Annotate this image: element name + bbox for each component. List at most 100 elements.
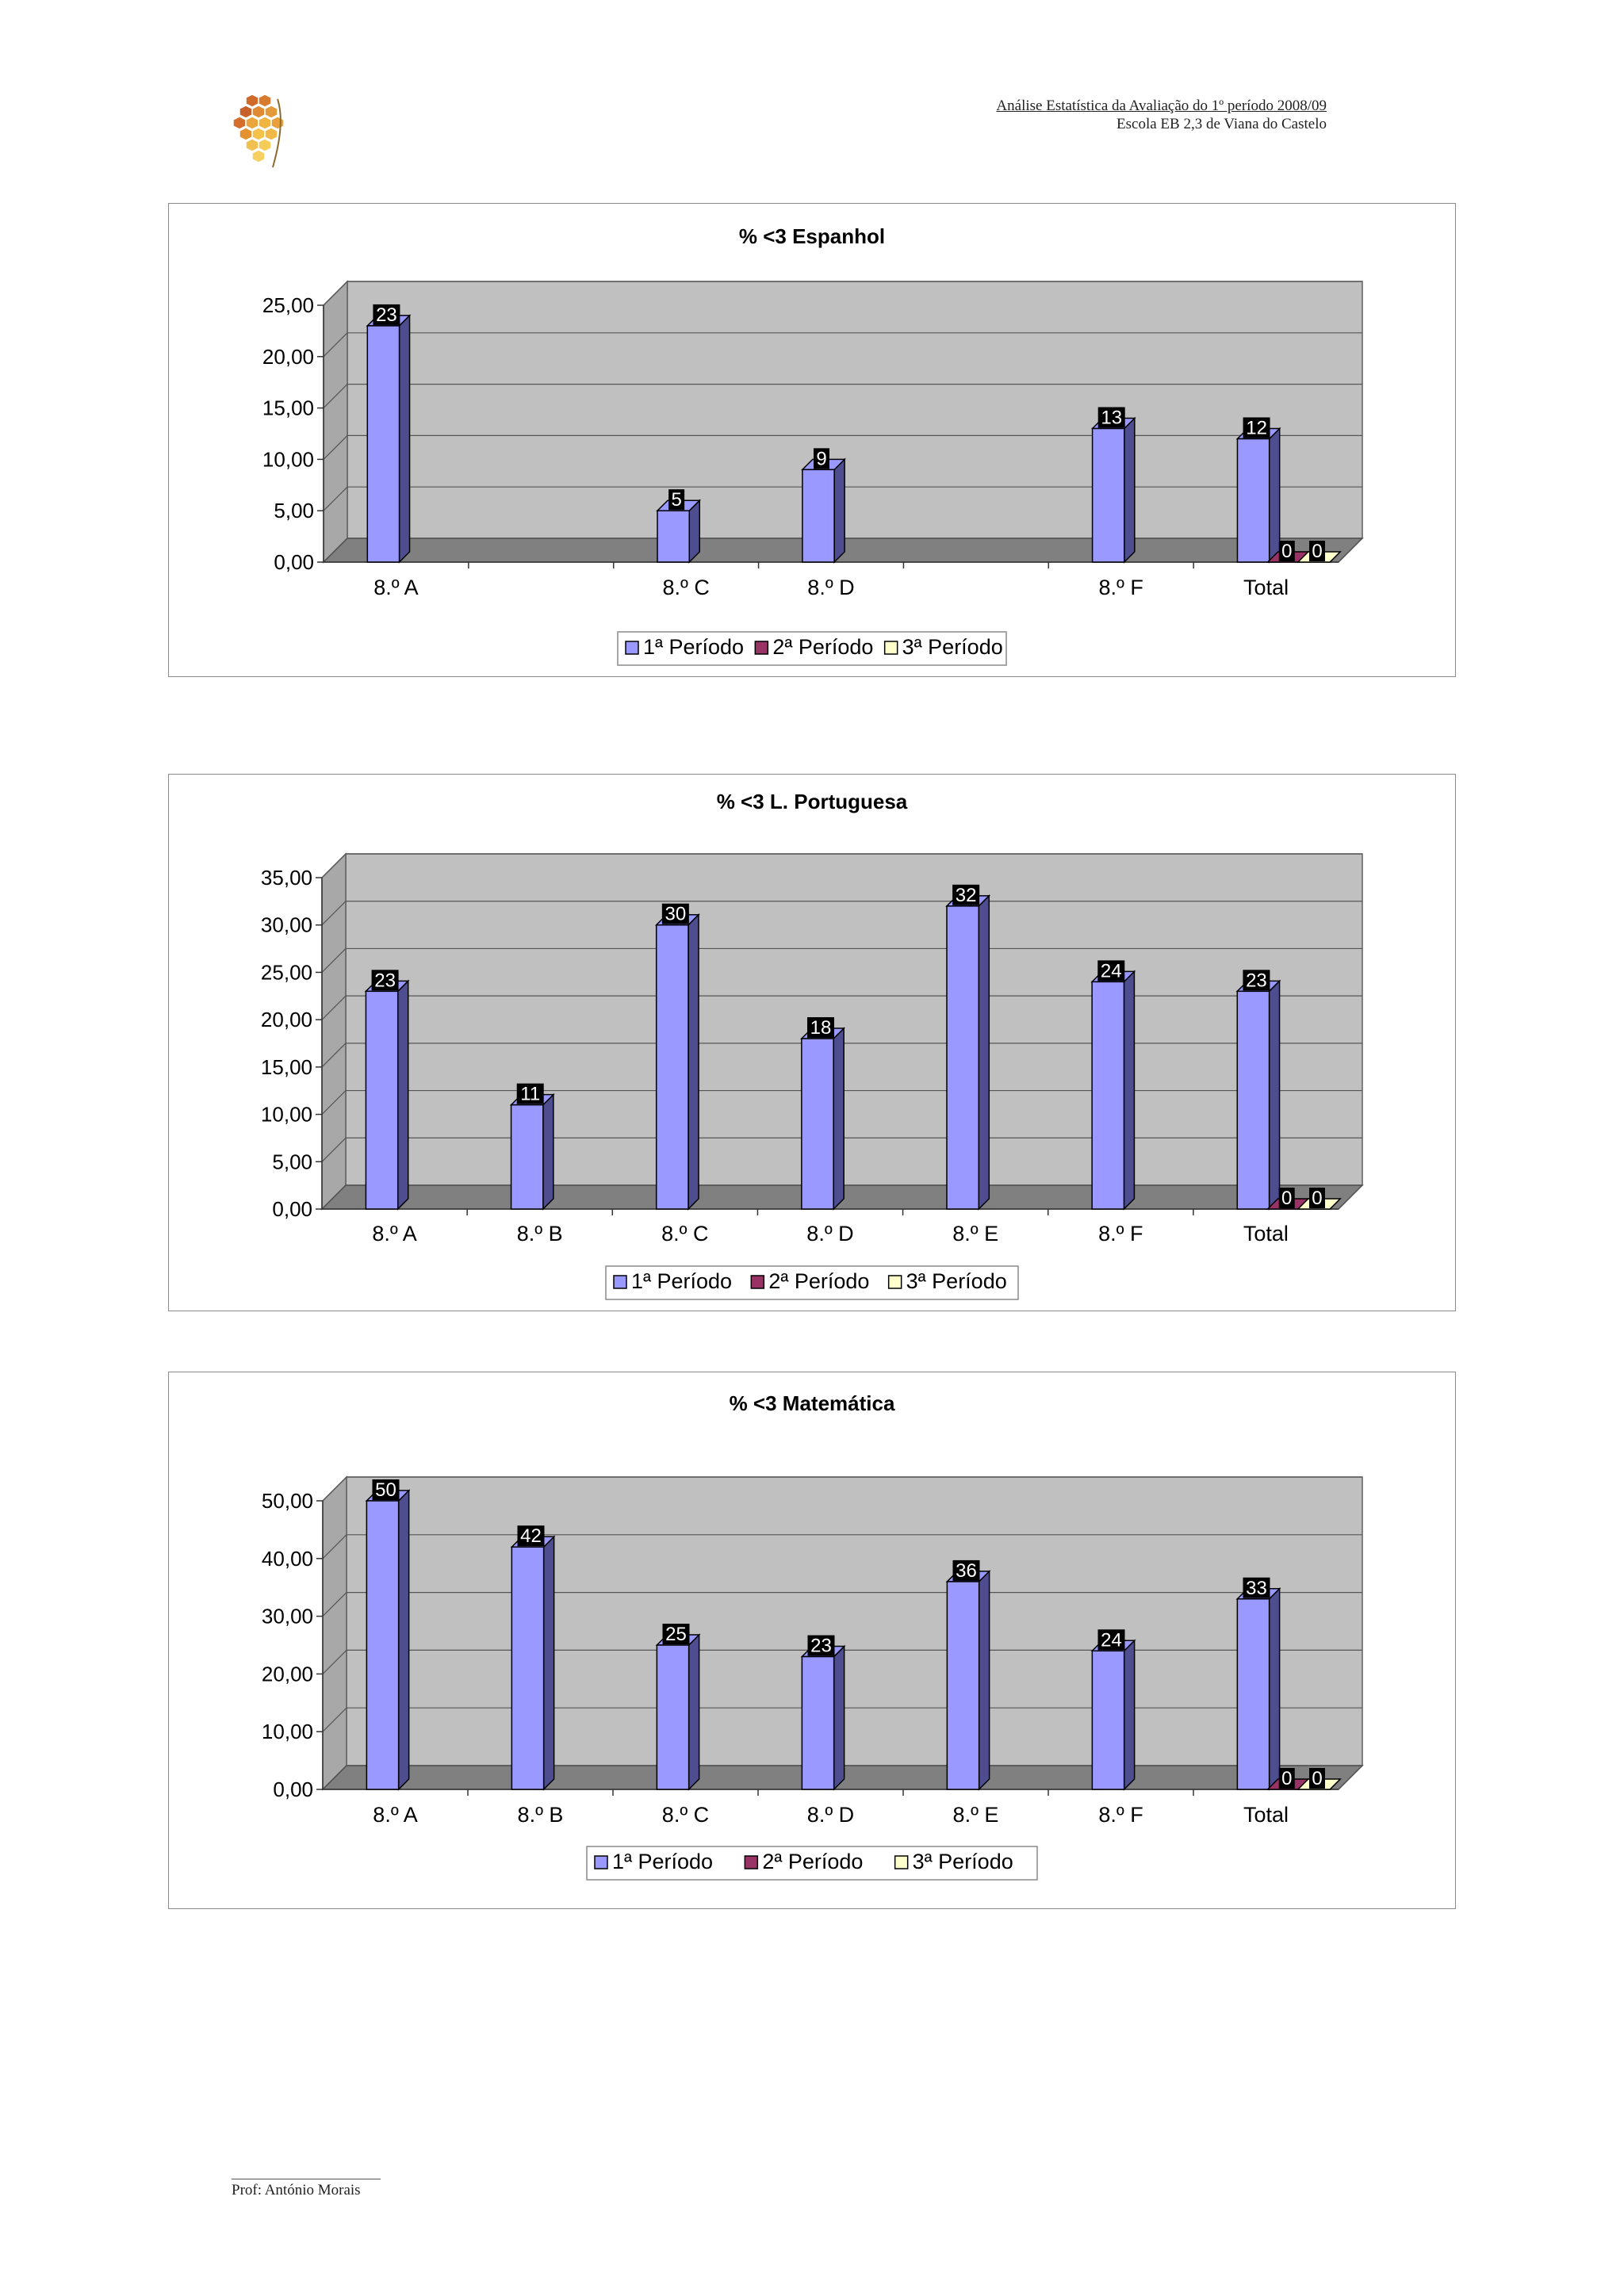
chart-espanhol-svg: % <3 Espanhol 0,00 5,00 10,00 15,00 20,00 25,0… xyxy=(262,224,1364,666)
chart-matematica: % <3 Matemática 0,00 10,00 20,00 30,00 40,00 5… xyxy=(168,1372,1456,1909)
legend-label: 1ª Período xyxy=(631,1269,732,1293)
x-category-label: 8.º E xyxy=(953,1803,999,1827)
bar-front xyxy=(656,1644,690,1790)
bar-front xyxy=(1091,427,1125,563)
legend-swatch xyxy=(625,641,639,655)
chart-back-wall xyxy=(347,281,1363,539)
gridline xyxy=(322,1476,347,1502)
data-label-bg xyxy=(1278,1188,1295,1208)
y-tick-label: 0,00 xyxy=(273,1777,313,1801)
bar-1-3: 23 xyxy=(800,1635,846,1791)
y-tick-label: 15,00 xyxy=(262,396,314,420)
x-category-label: 8.º D xyxy=(806,1222,853,1246)
bar-front xyxy=(366,325,400,563)
x-category-label: 8.º B xyxy=(518,1803,564,1827)
bar-1-5: 24 xyxy=(1090,960,1136,1211)
bar-1-5: 24 xyxy=(1090,1629,1136,1791)
bar-front xyxy=(1236,1598,1270,1790)
bar-1-1: 11 xyxy=(509,1083,555,1211)
x-category-label: 8.º D xyxy=(807,1803,854,1827)
chart-back-wall xyxy=(345,853,1363,1186)
gridline xyxy=(321,1090,347,1115)
data-label-bg xyxy=(668,489,685,511)
bar-front xyxy=(657,510,691,563)
bar-side xyxy=(833,1644,845,1791)
gridline xyxy=(321,995,347,1020)
y-tick-label: 20,00 xyxy=(262,345,314,369)
data-label-bg xyxy=(516,1083,544,1104)
bar-side xyxy=(542,1535,555,1791)
chart-matematica-svg: % <3 Matemática 0,00 10,00 20,00 30,00 40,00 5… xyxy=(262,1391,1364,1881)
data-label-bg xyxy=(952,884,980,905)
y-tick-label: 0,00 xyxy=(274,550,314,574)
chart-side-wall xyxy=(322,1475,347,1791)
data-label: 0 xyxy=(1312,541,1322,562)
bar-side xyxy=(1123,970,1136,1211)
chart-portuguesa: % <3 L. Portuguesa 0,00 5,00 10,00 15,00 20,0… xyxy=(168,774,1456,1311)
bar-2-6: 0 xyxy=(1266,1188,1312,1210)
legend-swatch xyxy=(594,1855,608,1869)
chart-legend: 1ª Período 2ª Período 3ª Período xyxy=(586,1846,1038,1881)
y-tick-label: 10,00 xyxy=(262,447,314,471)
gridline xyxy=(322,1707,347,1732)
y-tick-label: 30,00 xyxy=(261,913,312,937)
chart-espanhol: % <3 Espanhol 0,00 5,00 10,00 15,00 20,00 25,0… xyxy=(168,203,1456,677)
bar-3-6: 0 xyxy=(1297,1188,1342,1210)
bar-1-6: 33 xyxy=(1235,1577,1281,1791)
data-label: 0 xyxy=(1281,1768,1292,1789)
gridline xyxy=(323,434,348,460)
legend-label: 1ª Período xyxy=(612,1850,713,1873)
legend-label: 2ª Período xyxy=(762,1850,863,1873)
data-label-bg xyxy=(952,1559,980,1581)
data-label: 12 xyxy=(1246,417,1267,438)
data-label-bg xyxy=(1097,407,1125,428)
bar-1-0: 23 xyxy=(364,970,410,1211)
bar-side xyxy=(833,1027,845,1211)
bar-front xyxy=(802,469,835,563)
legend-box xyxy=(617,631,1007,666)
legend-label: 3ª Período xyxy=(906,1269,1007,1293)
bar-side xyxy=(542,1093,554,1211)
chart-title: % <3 Espanhol xyxy=(739,224,885,248)
x-category-label: 8.º A xyxy=(373,1803,417,1827)
bar-1-4: 36 xyxy=(945,1559,991,1791)
data-label-bg xyxy=(807,1017,834,1039)
bar-1-3: 18 xyxy=(800,1017,845,1211)
data-label: 24 xyxy=(1101,1629,1122,1651)
bar-side xyxy=(978,1570,990,1791)
x-category-label: 8.º E xyxy=(952,1222,998,1246)
chart-back-wall xyxy=(346,1476,1363,1766)
bar-side xyxy=(688,913,699,1211)
data-label: 33 xyxy=(1246,1578,1267,1599)
legend-label: 3ª Período xyxy=(913,1850,1013,1873)
y-tick-label: 25,00 xyxy=(261,960,312,984)
bar-1-2: 9 xyxy=(801,448,846,564)
data-label-bg xyxy=(372,1479,400,1500)
legend-label: 3ª Período xyxy=(902,635,1003,659)
data-label-bg xyxy=(1278,1768,1295,1789)
bar-front xyxy=(1236,438,1270,563)
data-label: 0 xyxy=(1312,1188,1322,1209)
y-tick-label: 30,00 xyxy=(262,1605,313,1628)
x-category-label: Total xyxy=(1243,1803,1289,1827)
x-category-label: 8.º C xyxy=(662,1803,709,1827)
data-label: 50 xyxy=(375,1479,396,1501)
bar-front xyxy=(801,1038,834,1210)
school-logo-icon xyxy=(228,91,292,170)
y-tick-label: 15,00 xyxy=(261,1055,312,1079)
x-category-label: Total xyxy=(1243,1222,1289,1246)
header-school: Escola EB 2,3 de Viana do Castelo xyxy=(1116,116,1327,132)
y-tick-label: 0,00 xyxy=(272,1197,312,1221)
data-label: 23 xyxy=(810,1636,832,1657)
gridline xyxy=(322,1592,347,1617)
data-label-bg xyxy=(373,304,400,325)
footer-author: Prof: António Morais xyxy=(232,2182,361,2198)
legend-swatch xyxy=(750,1275,765,1289)
bar-side xyxy=(397,1489,410,1791)
bar-front xyxy=(1091,1650,1125,1790)
legend-swatch xyxy=(744,1855,759,1869)
data-label: 5 xyxy=(671,489,681,511)
y-tick-label: 20,00 xyxy=(261,1008,312,1031)
legend-swatch xyxy=(887,1275,902,1289)
bar-side xyxy=(1268,427,1281,564)
